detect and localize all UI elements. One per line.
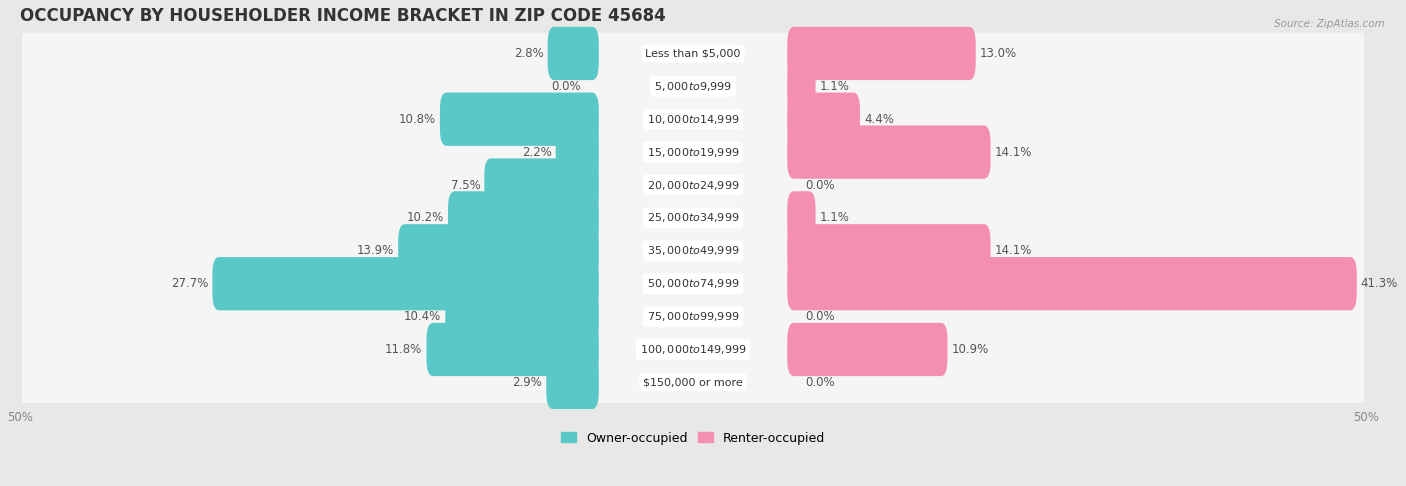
FancyBboxPatch shape [22,131,1364,173]
FancyBboxPatch shape [22,197,1364,239]
Text: 4.4%: 4.4% [865,113,894,126]
FancyBboxPatch shape [22,362,1364,403]
FancyBboxPatch shape [547,356,599,409]
Text: 41.3%: 41.3% [1361,277,1398,290]
Text: $35,000 to $49,999: $35,000 to $49,999 [647,244,740,257]
Text: 10.4%: 10.4% [404,310,441,323]
FancyBboxPatch shape [22,164,1364,206]
Text: $100,000 to $149,999: $100,000 to $149,999 [640,343,747,356]
Text: 0.0%: 0.0% [804,376,834,389]
Text: 1.1%: 1.1% [820,80,849,93]
FancyBboxPatch shape [787,60,815,113]
Text: $50,000 to $74,999: $50,000 to $74,999 [647,277,740,290]
FancyBboxPatch shape [398,224,599,278]
FancyBboxPatch shape [212,257,599,311]
FancyBboxPatch shape [426,323,599,376]
Legend: Owner-occupied, Renter-occupied: Owner-occupied, Renter-occupied [557,427,830,450]
Text: 2.8%: 2.8% [513,47,544,60]
Text: 14.1%: 14.1% [994,244,1032,257]
FancyBboxPatch shape [787,125,991,179]
Text: OCCUPANCY BY HOUSEHOLDER INCOME BRACKET IN ZIP CODE 45684: OCCUPANCY BY HOUSEHOLDER INCOME BRACKET … [20,7,665,25]
FancyBboxPatch shape [22,296,1364,337]
Text: 7.5%: 7.5% [450,178,481,191]
Text: Less than $5,000: Less than $5,000 [645,49,741,58]
Text: 11.8%: 11.8% [385,343,422,356]
Text: 0.0%: 0.0% [551,80,581,93]
Text: Source: ZipAtlas.com: Source: ZipAtlas.com [1274,19,1385,30]
Text: 13.0%: 13.0% [980,47,1017,60]
FancyBboxPatch shape [484,158,599,212]
Text: $150,000 or more: $150,000 or more [643,377,742,387]
Text: 27.7%: 27.7% [172,277,208,290]
Text: 0.0%: 0.0% [804,310,834,323]
FancyBboxPatch shape [446,290,599,343]
Text: $15,000 to $19,999: $15,000 to $19,999 [647,146,740,158]
FancyBboxPatch shape [547,27,599,80]
FancyBboxPatch shape [555,125,599,179]
Text: $25,000 to $34,999: $25,000 to $34,999 [647,211,740,225]
FancyBboxPatch shape [449,191,599,244]
FancyBboxPatch shape [22,230,1364,272]
Text: 2.9%: 2.9% [512,376,543,389]
FancyBboxPatch shape [787,191,815,244]
Text: $20,000 to $24,999: $20,000 to $24,999 [647,178,740,191]
Text: 2.2%: 2.2% [522,146,551,158]
FancyBboxPatch shape [787,323,948,376]
Text: 10.9%: 10.9% [952,343,988,356]
Text: $10,000 to $14,999: $10,000 to $14,999 [647,113,740,126]
FancyBboxPatch shape [440,92,599,146]
Text: 14.1%: 14.1% [994,146,1032,158]
Text: 1.1%: 1.1% [820,211,849,225]
FancyBboxPatch shape [22,66,1364,107]
FancyBboxPatch shape [22,33,1364,74]
FancyBboxPatch shape [787,27,976,80]
FancyBboxPatch shape [22,329,1364,370]
Text: 0.0%: 0.0% [804,178,834,191]
Text: $75,000 to $99,999: $75,000 to $99,999 [647,310,740,323]
FancyBboxPatch shape [787,92,860,146]
FancyBboxPatch shape [22,99,1364,140]
Text: $5,000 to $9,999: $5,000 to $9,999 [654,80,733,93]
FancyBboxPatch shape [22,263,1364,304]
Text: 13.9%: 13.9% [357,244,394,257]
FancyBboxPatch shape [787,224,991,278]
Text: 10.2%: 10.2% [406,211,444,225]
FancyBboxPatch shape [787,257,1357,311]
Text: 10.8%: 10.8% [399,113,436,126]
